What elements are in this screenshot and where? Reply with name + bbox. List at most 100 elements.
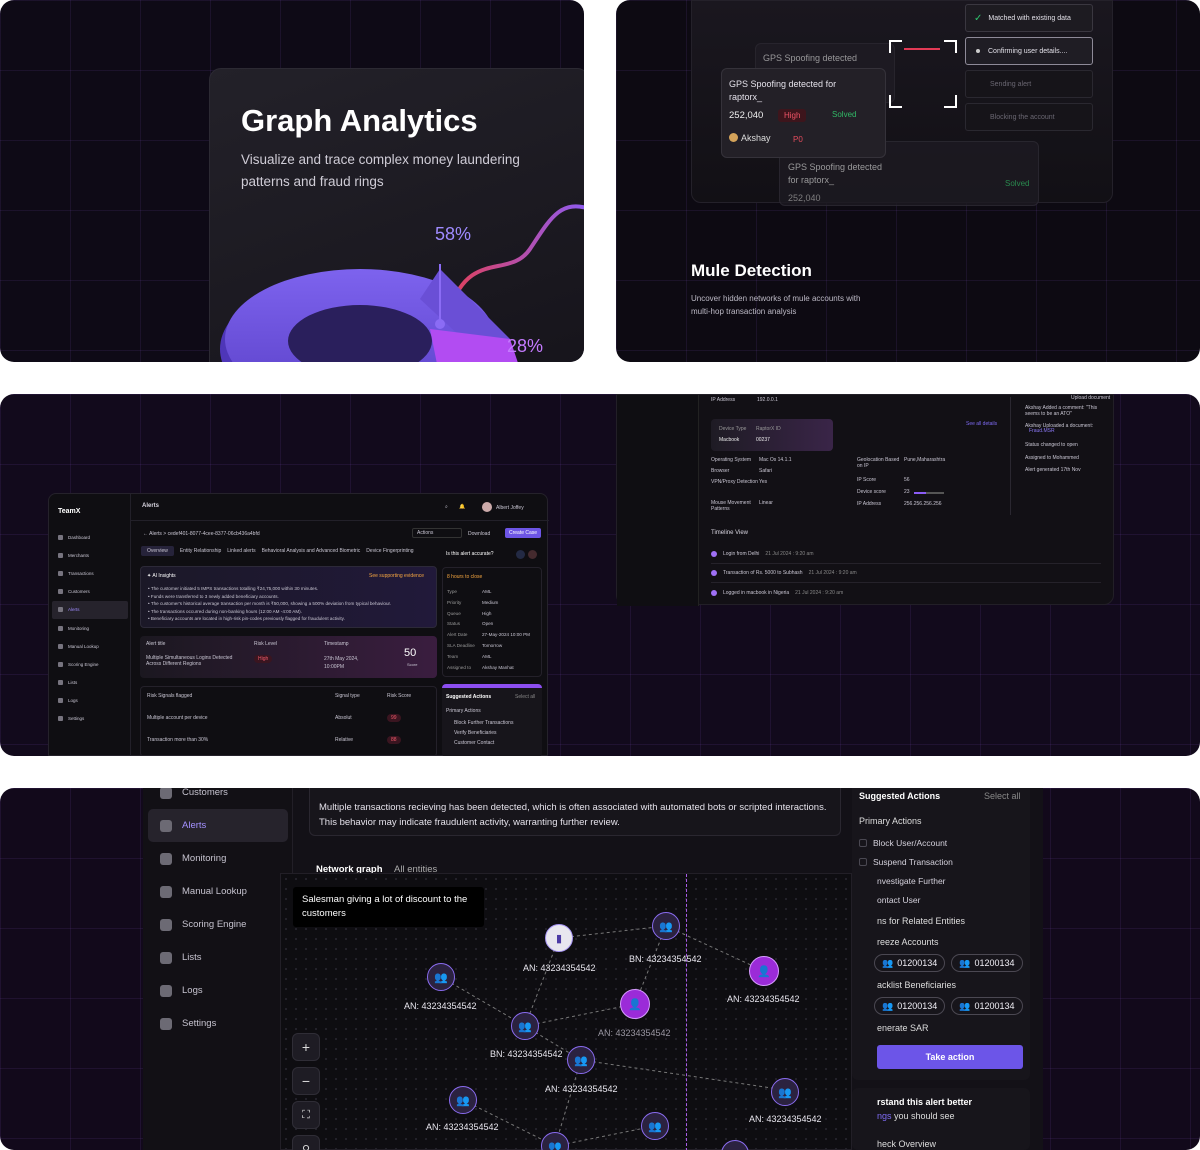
nav-icon	[58, 534, 63, 540]
alert-timestamp: 27th May 2024, 10:00PM	[324, 656, 359, 670]
alert-summary-card: Alert title Risk Level Timestamp Multipl…	[140, 636, 437, 678]
sidebar-item[interactable]: Logs	[52, 692, 128, 710]
thumbs-up-icon[interactable]	[516, 550, 525, 559]
users-icon: 👥	[959, 1000, 971, 1011]
sidebar-item[interactable]: Lists	[148, 941, 288, 974]
tab-entity-relationship[interactable]: Entity Relationship	[179, 548, 222, 554]
generate-sar-checkbox[interactable]: enerate SAR	[877, 1023, 929, 1033]
flagged-entity-node[interactable]: 👤	[620, 989, 650, 1019]
check-overview-link[interactable]: heck Overview	[877, 1139, 937, 1149]
action-checkbox[interactable]: Customer Contact	[454, 740, 495, 746]
brand-logo: TeamX	[58, 508, 81, 515]
select-all-link[interactable]: Select all	[515, 694, 536, 700]
download-button[interactable]: Download	[468, 531, 491, 537]
suspend-transaction-checkbox[interactable]: Suspend Transaction	[859, 852, 953, 871]
sidebar-item[interactable]: Monitoring	[148, 842, 288, 875]
tab-behavioral-analysis[interactable]: Behavioral Analysis and Advanced Biometr…	[261, 548, 361, 554]
ai-insight-item: • Beneficiary accounts are located in hi…	[148, 616, 345, 621]
sidebar-item[interactable]: Customers	[148, 788, 288, 809]
sidebar-item[interactable]: Settings	[148, 1007, 288, 1040]
see-all-details-link[interactable]: See all details	[966, 421, 998, 427]
users-icon: 👥	[882, 1000, 894, 1011]
tab-overview[interactable]: Overview	[141, 546, 174, 556]
block-user-checkbox[interactable]: Block User/Account	[859, 833, 953, 852]
account-chip[interactable]: 👥 01200134	[951, 997, 1023, 1015]
action-checkbox[interactable]: Verify Beneficiaries	[454, 730, 497, 736]
tab-bar: Overview Entity Relationship Linked aler…	[141, 546, 414, 556]
ai-insight-item: • The transactions occurred during non-b…	[148, 608, 302, 614]
sidebar-item[interactable]: Manual Lookup	[52, 637, 128, 655]
sidebar-item[interactable]: Manual Lookup	[148, 875, 288, 908]
investigate-further-checkbox[interactable]: nvestigate Further	[877, 875, 946, 886]
node-label: AN: 43234354542	[545, 1084, 618, 1094]
entity-node[interactable]: 👥	[427, 963, 455, 991]
sidebar-item[interactable]: Logs	[148, 974, 288, 1007]
action-checkbox[interactable]: Block Further Transactions	[454, 720, 514, 726]
priority-label: P0	[793, 135, 803, 144]
accuracy-question: Is this alert accurate?	[446, 551, 494, 557]
tab-device-fingerprinting[interactable]: Device Fingerprinting	[366, 548, 414, 554]
create-case-button[interactable]: Create Case	[505, 528, 542, 538]
sidebar-item[interactable]: Scoring Engine	[148, 908, 288, 941]
entity-node[interactable]: 👥	[449, 1086, 477, 1114]
account-chip[interactable]: 👥 01200134	[874, 954, 946, 972]
tab-linked-alerts[interactable]: Linked alerts	[227, 548, 256, 554]
nav-icon	[58, 589, 63, 595]
graph-analytics-subtitle: Visualize and trace complex money launde…	[241, 152, 520, 189]
tab-all-entities[interactable]: All entities	[394, 864, 438, 875]
user-name[interactable]: Albert Joffey	[496, 505, 524, 511]
device-attrs-left: Operating System Mac Os 14.1.1 Browser Saf…	[711, 457, 792, 512]
sidebar-item[interactable]: Customers	[52, 583, 128, 601]
entity-node[interactable]: 👥	[567, 1046, 595, 1074]
account-chip[interactable]: 👥 01200134	[951, 954, 1023, 972]
network-graph-canvas[interactable]: ▮ 👥 👤 👥 👤 👥 👥 👥 👥 👥 👥 👥 AN: 43234354542 …	[280, 873, 852, 1150]
gps-alert-card[interactable]: GPS Spoofing detected for raptorx_ 252,0…	[721, 68, 886, 158]
sidebar-item[interactable]: Merchants	[52, 546, 128, 564]
breadcrumb[interactable]: ← Alerts > cedef401-8077-4cee-8377-06cb4…	[143, 531, 260, 537]
sidebar-item[interactable]: Alerts	[148, 809, 288, 842]
detail-row: Queue High	[447, 610, 492, 616]
entity-node[interactable]: 👥	[771, 1078, 799, 1106]
flagged-entity-node[interactable]: 👤	[749, 956, 779, 986]
search-icon[interactable]: ⌕	[445, 504, 448, 510]
freeze-accounts-checkbox[interactable]: reeze Accounts	[877, 937, 939, 947]
lock-button[interactable]: ⚲	[292, 1135, 320, 1150]
contact-user-checkbox[interactable]: ontact User	[877, 894, 921, 905]
sidebar-item[interactable]: Alerts	[52, 600, 128, 619]
node-label: AN: 43234354542	[749, 1114, 822, 1124]
account-chip[interactable]: 👥 01200134	[874, 997, 946, 1015]
sidebar-item[interactable]: Dashboard	[52, 528, 128, 546]
actions-dropdown[interactable]: Actions	[412, 528, 462, 538]
zoom-out-button[interactable]: −	[292, 1067, 320, 1095]
thumbs-down-icon[interactable]	[528, 550, 537, 559]
detail-row: SLA Deadline Tomorrow	[447, 642, 503, 648]
upload-document-link[interactable]: Upload document	[1071, 395, 1111, 401]
nav-icon	[58, 643, 63, 649]
sidebar-item[interactable]: Transactions	[52, 564, 128, 582]
supporting-evidence-link[interactable]: See supporting evidence	[369, 573, 425, 579]
sidebar-item[interactable]: Monitoring	[52, 619, 128, 637]
nav-icon	[160, 885, 172, 898]
mule-title: Mule Detection	[691, 261, 812, 280]
bell-icon[interactable]: 🔔	[459, 504, 466, 510]
entity-node[interactable]: 👥	[511, 1012, 539, 1040]
sidebar-item[interactable]: Lists	[52, 674, 128, 692]
zoom-in-button[interactable]: +	[292, 1033, 320, 1061]
step-sending: Sending alert	[965, 70, 1093, 98]
detail-row: Assigned to Akshay Manhat	[447, 664, 514, 670]
nav-icon	[160, 1017, 172, 1030]
avatar[interactable]	[482, 502, 492, 512]
ai-insight-item: • The customer's historical average tran…	[148, 601, 392, 606]
take-action-button[interactable]: Take action	[877, 1045, 1023, 1069]
findings-link[interactable]: ngs	[877, 1111, 892, 1121]
dot-icon	[976, 49, 980, 53]
entity-node[interactable]: 👥	[641, 1112, 669, 1140]
entity-node[interactable]: 👥	[652, 912, 680, 940]
sidebar-item[interactable]: Settings	[52, 710, 128, 728]
blacklist-beneficiaries-checkbox[interactable]: acklist Beneficiaries	[877, 980, 957, 990]
tab-network-graph[interactable]: Network graph	[316, 864, 383, 875]
sidebar-item[interactable]: Scoring Engine	[52, 655, 128, 673]
merchant-node[interactable]: ▮	[545, 924, 573, 952]
fit-view-button[interactable]: ⛶	[292, 1101, 320, 1129]
select-all-link[interactable]: Select all	[984, 791, 1021, 801]
